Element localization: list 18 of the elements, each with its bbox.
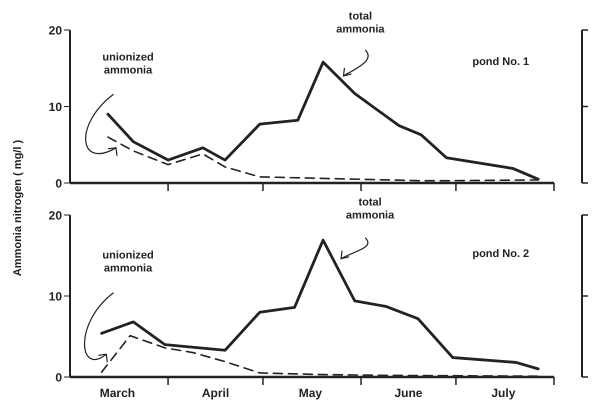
annotation: pond No. 2 <box>472 248 530 260</box>
annotation: unionized ammonia <box>102 52 154 77</box>
y-tick-label: 20 <box>48 23 62 38</box>
y-tick-label: 0 <box>55 370 62 384</box>
x-tick-label: June <box>394 386 423 400</box>
annotation: total ammonia <box>346 196 396 222</box>
y-tick-label: 20 <box>48 208 62 222</box>
y-axis-title: Ammonia nitrogen ( mg/l ) <box>12 140 24 276</box>
x-tick-label: July <box>491 386 516 400</box>
y-tick-label: 10 <box>48 100 62 114</box>
y-tick-label: 10 <box>48 289 62 304</box>
annotation: pond No. 1 <box>472 56 530 68</box>
annotation: total ammonia <box>336 10 386 36</box>
annotation: unionized ammonia <box>102 250 154 275</box>
y-tick-label: 0 <box>55 176 62 190</box>
x-tick-label: April <box>202 386 230 400</box>
x-tick-label: May <box>298 386 322 400</box>
x-tick-label: March <box>100 386 136 400</box>
